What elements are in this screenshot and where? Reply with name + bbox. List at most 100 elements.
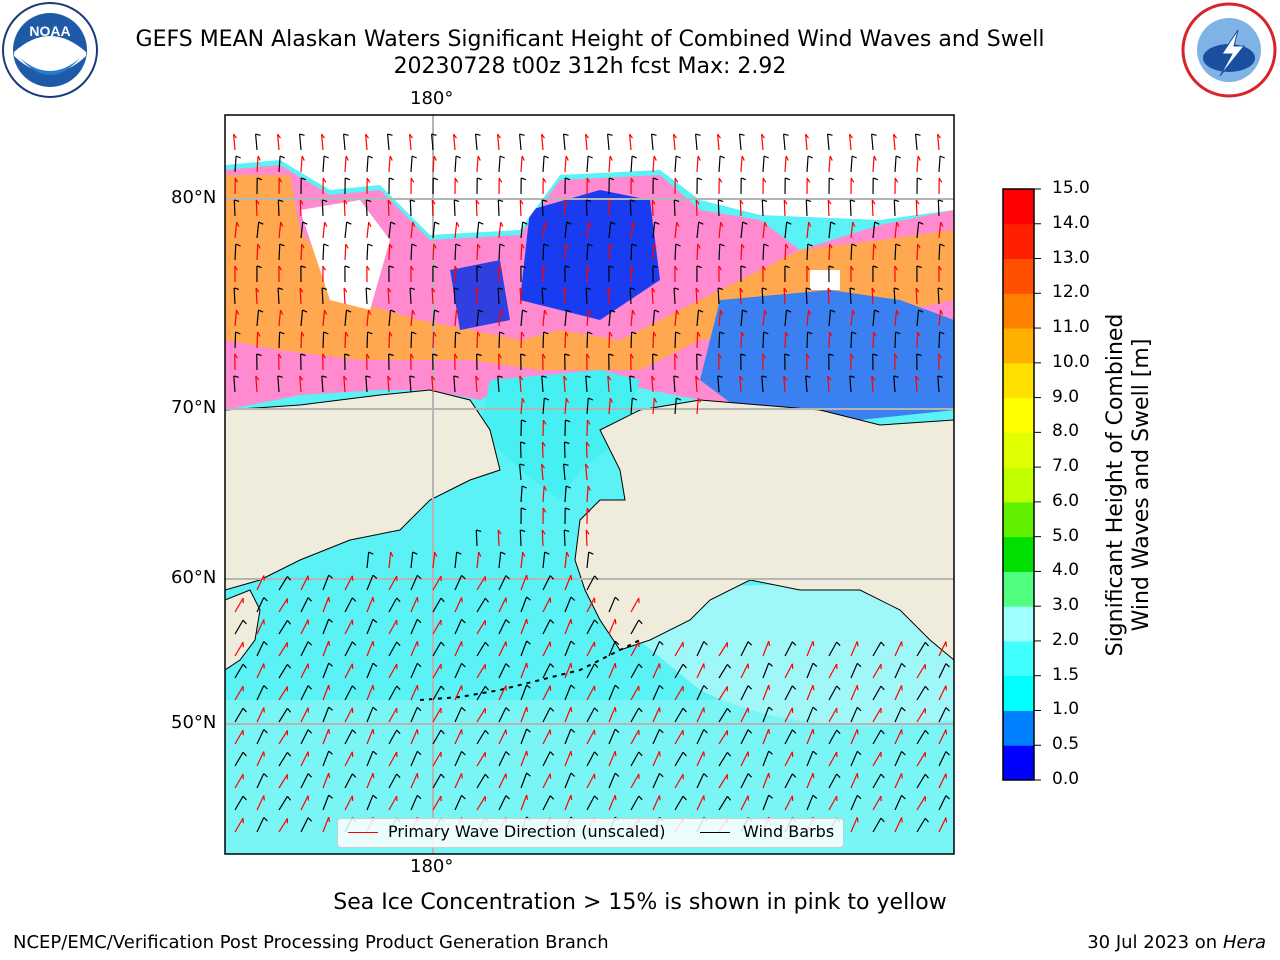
wave-arrow-head [563,287,568,293]
wind-barb-flag [440,641,445,647]
colorbar-title-line2: Wind Waves and Swell [m] [1129,338,1154,632]
wind-barb [850,155,853,173]
wave-direction-arrow [277,134,280,151]
wind-barb-flag [856,794,862,800]
wind-barb [365,375,368,393]
wave-direction-arrow [388,552,392,569]
wave-arrow-head [366,353,370,359]
wave-direction-arrow [740,331,743,349]
wind-barb-flag [587,331,593,335]
wave-arrow-head [263,663,265,669]
wind-barb [410,243,413,261]
colorbar-tick-label: 4.0 [1052,560,1080,581]
wind-barb [850,751,858,767]
wind-barb-flag [924,685,929,691]
wind-barb [674,751,684,767]
wave-direction-arrow [322,596,330,613]
wave-arrow-head [257,243,261,249]
wave-direction-arrow [739,375,742,393]
wave-arrow-head [695,287,700,293]
wave-direction-arrow [563,199,566,217]
wind-barb [608,772,616,789]
wave-direction-arrow [233,134,236,151]
wind-barb-flag [368,551,374,555]
wind-barb-flag [880,773,885,779]
wind-barb-flag [719,243,725,247]
wave-arrow-head [761,133,765,139]
wave-direction-arrow [498,685,507,701]
wave-direction-arrow [387,199,390,217]
wind-barb [652,310,656,327]
wave-direction-arrow [916,663,926,679]
wave-arrow-head [570,707,573,713]
wave-direction-arrow [828,331,831,349]
wave-arrow-head [703,751,705,757]
wind-barb [366,618,374,635]
wave-direction-arrow [366,596,374,613]
wave-arrow-head [499,309,504,315]
wind-barb [828,222,832,239]
wave-arrow-head [389,155,393,161]
wind-barb [828,310,832,327]
wind-barb-flag [500,551,506,555]
wave-direction-arrow [322,772,330,789]
wind-barb-flag [476,177,483,181]
wind-barb-flag [924,773,929,779]
wave-arrow-head [372,597,375,603]
wave-arrow-head [565,331,569,337]
wind-barb [454,155,457,173]
wave-arrow-head [321,133,325,139]
wind-barb [673,287,676,305]
wave-arrow-head [521,331,525,337]
wave-arrow-head [585,463,589,469]
wave-arrow-head [873,243,877,249]
wind-barb-flag [543,331,549,335]
wind-barb-flag [768,794,773,799]
wind-barb-flag [608,353,614,357]
wind-barb-flag [323,243,329,247]
wind-barb-flag [805,375,811,378]
wind-barb-flag [526,684,531,689]
wave-direction-arrow [872,243,875,261]
wind-barb-flag [328,618,333,623]
wave-direction-arrow [806,684,814,701]
wind-barb [784,685,793,701]
wind-barb-flag [242,751,247,757]
colorbar-tick-label: 1.0 [1052,699,1080,720]
wave-arrow-head [717,133,721,139]
wave-arrow-head [434,551,438,557]
wind-barb-flag [659,684,664,690]
wave-direction-arrow [256,243,259,261]
wind-barb [608,310,612,327]
wave-arrow-head [301,331,305,337]
wind-barb [696,685,705,701]
wave-direction-arrow [652,663,661,679]
wind-barb-flag [475,133,481,136]
wave-arrow-head [387,375,392,381]
wave-direction-arrow [519,287,522,305]
wave-direction-arrow [938,773,947,789]
wind-barb-flag [828,265,834,269]
wave-direction-arrow [409,134,412,151]
wave-arrow-head [278,177,283,183]
wave-arrow-head [343,199,348,205]
wind-barb [608,222,612,239]
colorbar-tick-label: 0.0 [1052,769,1080,789]
colorbar-tick-label: 0.5 [1052,734,1080,755]
wind-barb [432,641,442,657]
wind-barb-flag [654,221,660,225]
colorbar-segment [1003,293,1034,329]
wind-barb-flag [307,685,313,690]
colorbar-tick-label: 7.0 [1052,456,1080,477]
wave-arrow-head [585,441,590,447]
wind-barb [674,155,677,173]
wind-barb [344,222,348,239]
wave-direction-arrow [564,662,572,679]
footer-credit: NCEP/EMC/Verification Post Processing Pr… [13,932,609,953]
wind-barb [322,662,330,679]
wind-barb-flag [544,551,550,555]
wave-arrow-head [945,641,947,647]
wind-barb [366,155,369,173]
wave-direction-arrow [278,730,288,745]
wind-barb-flag [675,331,681,335]
